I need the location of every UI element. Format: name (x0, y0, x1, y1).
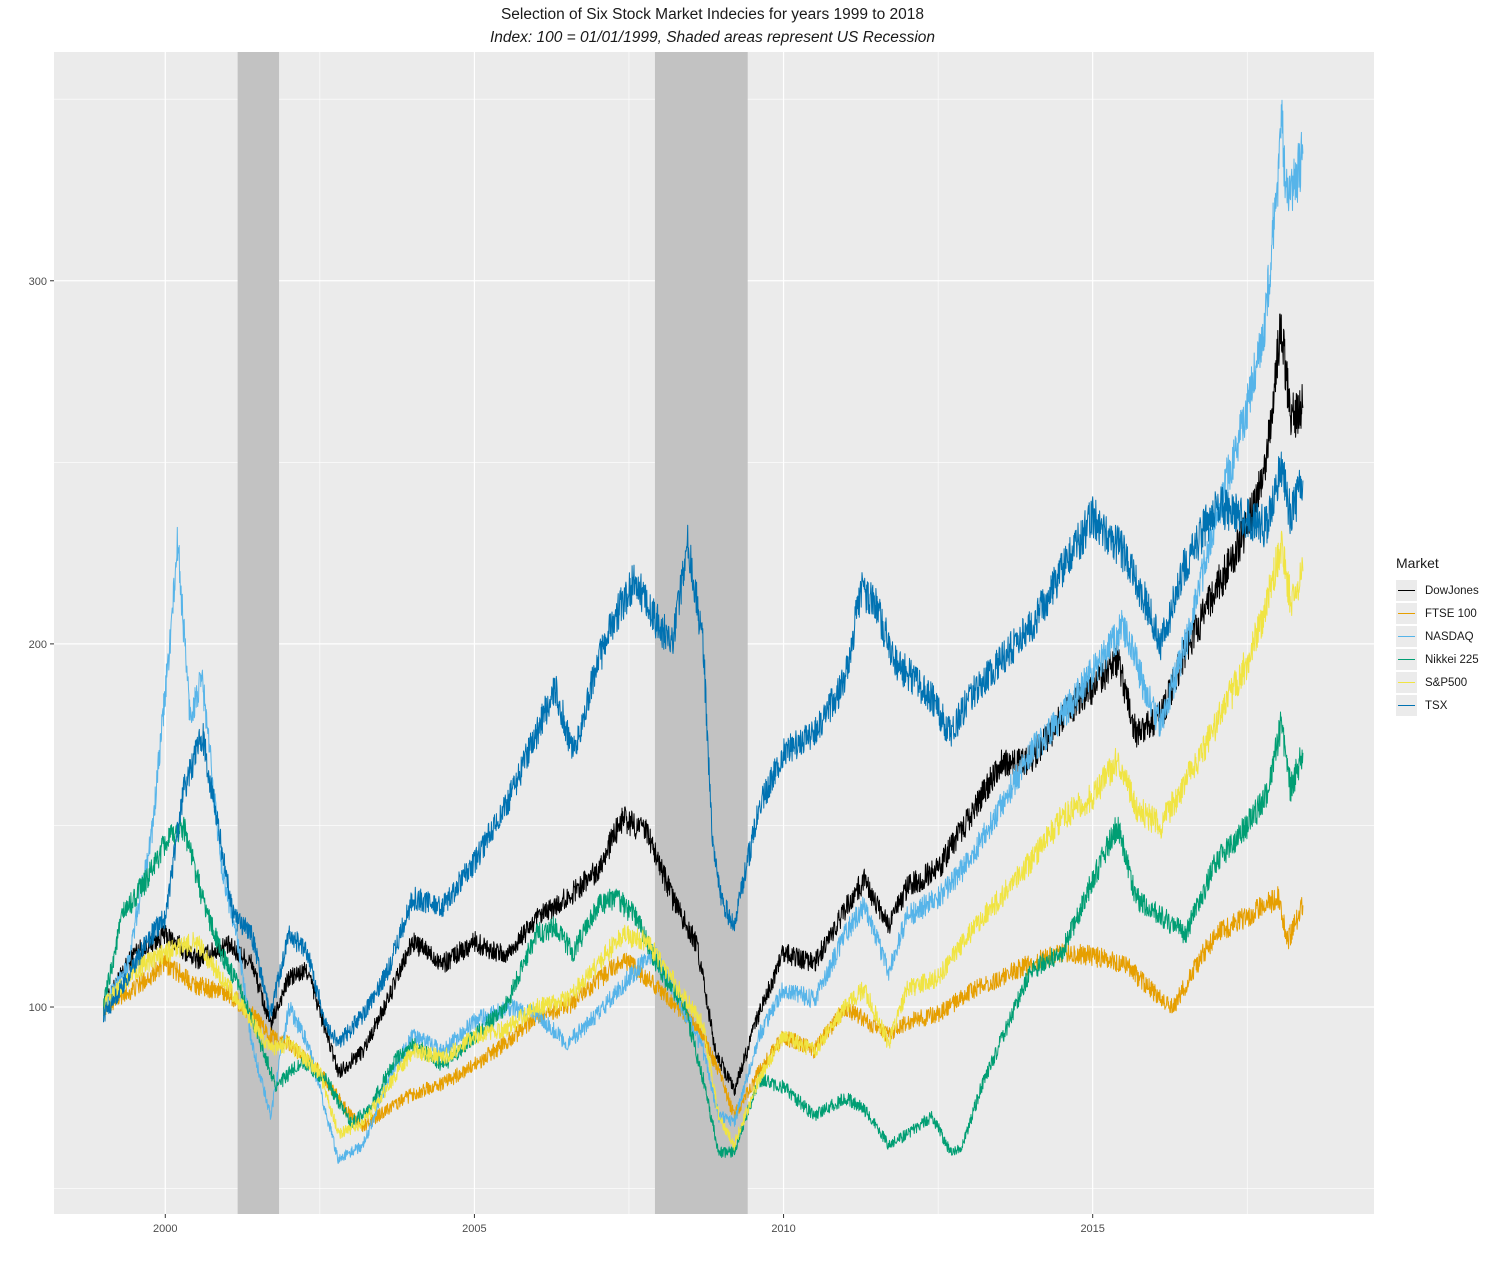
x-tick-label: 2015 (1080, 1223, 1104, 1235)
x-tick-label: 2005 (462, 1223, 486, 1235)
series-line-s-p500 (103, 530, 1304, 1151)
legend-key (1396, 580, 1417, 601)
series-line-dowjones (103, 313, 1304, 1096)
y-tick-label: 200 (29, 639, 47, 651)
legend-item: NASDAQ (1396, 625, 1479, 648)
legend-item: Nikkei 225 (1396, 648, 1479, 671)
legend-item: TSX (1396, 694, 1479, 717)
legend-item: FTSE 100 (1396, 602, 1479, 625)
legend-items: DowJones FTSE 100 NASDAQ Nikkei 225 S&P500 TS… (1396, 579, 1479, 717)
legend-label: Nikkei 225 (1425, 653, 1479, 666)
x-tick-label: 2010 (771, 1223, 795, 1235)
y-tick-label: 100 (29, 1002, 47, 1014)
y-axis: 100 200 300 (29, 276, 54, 1014)
series-lines (103, 99, 1304, 1164)
legend-label: NASDAQ (1425, 630, 1474, 643)
legend-label: TSX (1425, 699, 1448, 712)
legend-title: Market (1396, 555, 1439, 571)
y-tick-label: 300 (29, 276, 47, 288)
recession-band (237, 52, 280, 1214)
legend-key (1396, 695, 1417, 716)
chart-title: Selection of Six Stock Market Indecies f… (500, 6, 925, 23)
x-axis: 2000 2005 2010 2015 (153, 1214, 1105, 1235)
series-line-tsx (103, 451, 1304, 1048)
legend-label: DowJones (1425, 584, 1479, 597)
legend-item: S&P500 (1396, 671, 1479, 694)
x-tick-label: 2000 (153, 1223, 177, 1235)
legend-key (1396, 626, 1417, 647)
legend: Market DowJones FTSE 100 NASDAQ Nikkei 225 S… (1396, 555, 1479, 717)
legend-item: DowJones (1396, 579, 1479, 602)
legend-key (1396, 649, 1417, 670)
legend-key (1396, 603, 1417, 624)
legend-label: S&P500 (1425, 676, 1468, 689)
legend-key (1396, 672, 1417, 693)
chart-subtitle: Index: 100 = 01/01/1999, Shaded areas re… (489, 29, 936, 46)
legend-label: FTSE 100 (1425, 607, 1477, 620)
series-line-nasdaq (103, 99, 1304, 1164)
